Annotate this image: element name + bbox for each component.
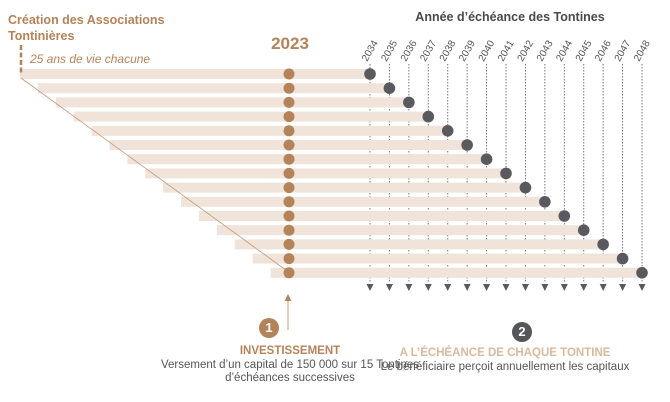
lifespan-subtitle: 25 ans de vie chacune bbox=[30, 52, 151, 66]
tontine-bar bbox=[55, 97, 409, 108]
maturity-year-label: 2042 bbox=[516, 38, 537, 63]
down-arrow-icon bbox=[560, 284, 568, 291]
maturity-year-label: 2046 bbox=[593, 38, 614, 63]
investment-dot bbox=[283, 182, 295, 194]
tontine-bar bbox=[234, 239, 604, 250]
tontine-bar bbox=[145, 168, 507, 179]
maturity-dot bbox=[636, 267, 648, 279]
investment-dot bbox=[283, 196, 295, 208]
investment-dot bbox=[283, 139, 295, 151]
maturity-dot bbox=[500, 167, 512, 180]
down-arrow-icon bbox=[521, 284, 529, 291]
investment-dot bbox=[283, 111, 295, 123]
down-arrow-icon bbox=[444, 284, 452, 291]
down-arrow-icon bbox=[638, 284, 646, 291]
investment-dot bbox=[283, 82, 295, 94]
tontine-bar bbox=[252, 253, 623, 264]
investment-dot bbox=[283, 253, 295, 265]
investment-dot bbox=[283, 96, 295, 108]
tontine-bar bbox=[37, 83, 390, 94]
maturity-dot bbox=[383, 82, 396, 94]
investment-dot bbox=[283, 167, 295, 179]
tontine-bar bbox=[270, 267, 643, 278]
tontine-bar bbox=[127, 154, 487, 165]
tontine-bar bbox=[163, 182, 526, 193]
maturity-year-label: 2041 bbox=[496, 38, 517, 63]
down-arrow-icon bbox=[599, 284, 607, 291]
maturity-dot bbox=[441, 125, 454, 137]
down-arrow-icon bbox=[619, 284, 627, 291]
maturity-step-title: A L’ÉCHÉANCE DE CHAQUE TONTINE bbox=[399, 347, 611, 359]
up-arrow-icon bbox=[284, 294, 292, 301]
maturity-year-label: 2035 bbox=[380, 38, 401, 63]
current-year-label: 2023 bbox=[271, 34, 309, 53]
down-arrow-icon bbox=[366, 284, 374, 291]
down-arrow-icon bbox=[385, 284, 393, 291]
down-arrow-icon bbox=[502, 284, 510, 291]
maturity-dot bbox=[616, 252, 629, 265]
maturity-step-text: Le bénéficiaire perçoit annuellement les… bbox=[380, 361, 630, 373]
investment-dot bbox=[283, 224, 295, 236]
maturity-year-label: 2039 bbox=[457, 38, 478, 63]
maturity-year-label: 2034 bbox=[360, 38, 381, 63]
tontine-bar bbox=[216, 225, 584, 236]
maturity-year-label: 2036 bbox=[399, 38, 420, 63]
investment-dot bbox=[283, 153, 295, 165]
maturity-year-label: 2047 bbox=[613, 38, 634, 63]
tontine-bar bbox=[199, 211, 565, 221]
maturity-dot bbox=[597, 238, 609, 251]
maturity-year-label: 2038 bbox=[438, 38, 459, 63]
maturity-year-label: 2048 bbox=[632, 38, 653, 63]
investment-dot bbox=[283, 210, 295, 222]
maturity-dot bbox=[422, 110, 435, 123]
maturity-dot bbox=[519, 181, 532, 194]
down-arrow-icon bbox=[541, 284, 549, 291]
maturity-dot bbox=[577, 224, 590, 236]
maturity-title: Année d’échéance des Tontines bbox=[415, 10, 605, 24]
down-arrow-icon bbox=[405, 284, 413, 291]
tontine-bar bbox=[20, 69, 370, 79]
maturity-dot bbox=[480, 153, 493, 165]
investment-text: Versement d’un capital de 150 000 sur 15… bbox=[160, 359, 420, 384]
down-arrow-icon bbox=[424, 284, 432, 291]
tontine-bar bbox=[91, 125, 448, 136]
down-arrow-icon bbox=[463, 284, 471, 291]
down-arrow-icon bbox=[483, 284, 491, 291]
maturity-year-label: 2045 bbox=[574, 38, 595, 63]
tontine-bar bbox=[181, 196, 545, 207]
maturity-dot bbox=[558, 210, 571, 222]
investment-dot bbox=[283, 68, 295, 80]
maturity-dot bbox=[403, 96, 415, 109]
tontine-bar bbox=[73, 111, 429, 122]
investment-title: INVESTISSEMENT bbox=[239, 345, 341, 357]
step-2-badge: 2 bbox=[512, 322, 532, 342]
investment-dot bbox=[283, 238, 295, 250]
creation-title: Création des Associations Tontinières bbox=[8, 13, 165, 43]
maturity-year-label: 2037 bbox=[418, 38, 439, 63]
maturity-year-label: 2040 bbox=[477, 38, 498, 63]
maturity-dot bbox=[364, 68, 376, 80]
investment-dot bbox=[283, 267, 295, 279]
creation-diagonal bbox=[20, 77, 291, 274]
investment-dot bbox=[283, 125, 295, 137]
maturity-year-label: 2043 bbox=[535, 38, 556, 63]
maturity-dot bbox=[461, 139, 473, 151]
step-1-badge: 1 bbox=[259, 318, 279, 338]
down-arrow-icon bbox=[580, 284, 588, 291]
maturity-dot bbox=[539, 196, 551, 208]
maturity-year-label: 2044 bbox=[554, 38, 575, 63]
